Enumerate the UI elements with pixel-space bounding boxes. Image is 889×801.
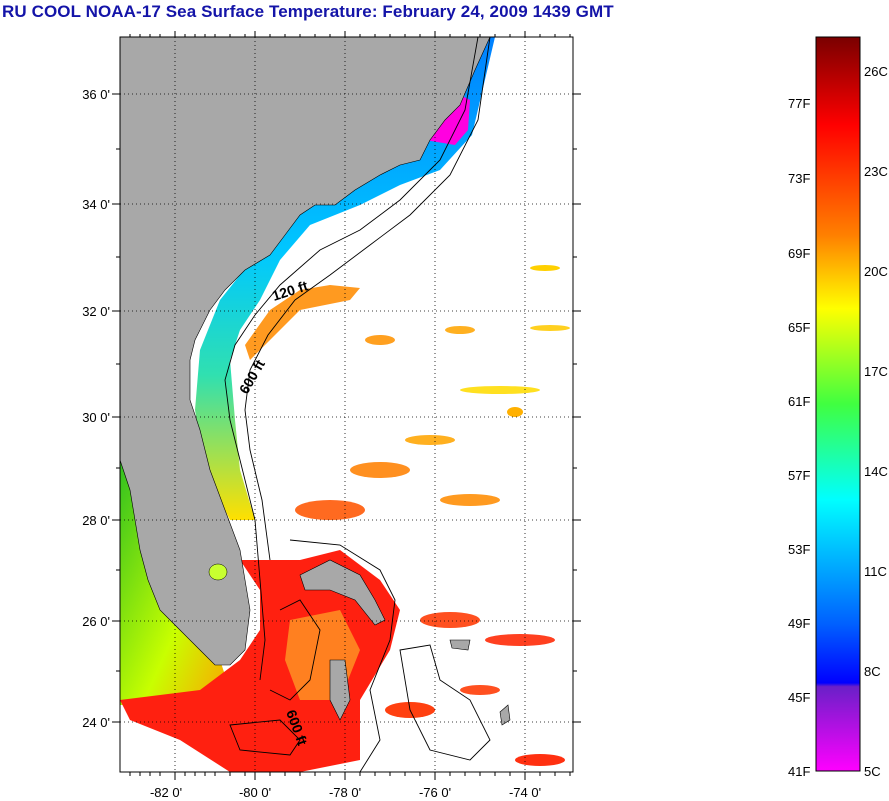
- cb-f-49: 49F: [788, 616, 810, 631]
- lat-label-28: 28 0': [82, 513, 110, 528]
- lat-label-26: 26 0': [82, 614, 110, 629]
- cb-f-73: 73F: [788, 171, 810, 186]
- longitude-axis: -82 0' -80 0' -78 0' -76 0' -74 0': [150, 785, 541, 800]
- depth-contours: [224, 37, 491, 772]
- cb-f-53: 53F: [788, 542, 810, 557]
- lat-label-32: 32 0': [82, 304, 110, 319]
- cb-f-41: 41F: [788, 764, 810, 779]
- lon-label-76: -76 0': [419, 785, 451, 800]
- cb-c-26: 26C: [864, 64, 888, 79]
- sst-warm-band: [245, 285, 360, 360]
- cb-c-14: 14C: [864, 464, 888, 479]
- lake-okeechobee: [208, 563, 228, 581]
- cb-f-65: 65F: [788, 320, 810, 335]
- lon-label-78: -78 0': [329, 785, 361, 800]
- cb-f-57: 57F: [788, 468, 810, 483]
- colorbar-celsius-scale: 26C 23C 20C 17C 14C 11C 8C 5C: [864, 64, 888, 779]
- map-title: RU COOL NOAA-17 Sea Surface Temperature:…: [2, 2, 614, 21]
- sst-gulf-stream: [120, 550, 400, 772]
- axis-ticks: [112, 31, 581, 780]
- cb-f-69: 69F: [788, 246, 810, 261]
- lon-label-82: -82 0': [150, 785, 182, 800]
- cb-c-20: 20C: [864, 264, 888, 279]
- lat-label-34: 34 0': [82, 197, 110, 212]
- cb-f-77: 77F: [788, 96, 810, 111]
- lat-label-30: 30 0': [82, 410, 110, 425]
- lat-label-36: 36 0': [82, 87, 110, 102]
- cb-c-5: 5C: [864, 764, 881, 779]
- cb-c-23: 23C: [864, 164, 888, 179]
- cb-c-17: 17C: [864, 364, 888, 379]
- cb-f-45: 45F: [788, 690, 810, 705]
- colorbar: [815, 36, 861, 772]
- cb-f-61: 61F: [788, 394, 810, 409]
- lat-lon-grid: [120, 37, 573, 772]
- lon-label-74: -74 0': [509, 785, 541, 800]
- lon-label-80: -80 0': [239, 785, 271, 800]
- latitude-axis: 36 0' 34 0' 32 0' 30 0' 28 0' 26 0' 24 0…: [82, 87, 110, 730]
- cb-c-11: 11C: [864, 564, 887, 579]
- cb-c-8: 8C: [864, 664, 881, 679]
- map-frame: [119, 36, 574, 773]
- sst-offshore-patches: [295, 265, 570, 766]
- land-mass: [120, 37, 491, 666]
- lat-label-24: 24 0': [82, 715, 110, 730]
- colorbar-fahrenheit-scale: 77F 73F 69F 65F 61F 57F 53F 49F 45F 41F: [788, 96, 810, 779]
